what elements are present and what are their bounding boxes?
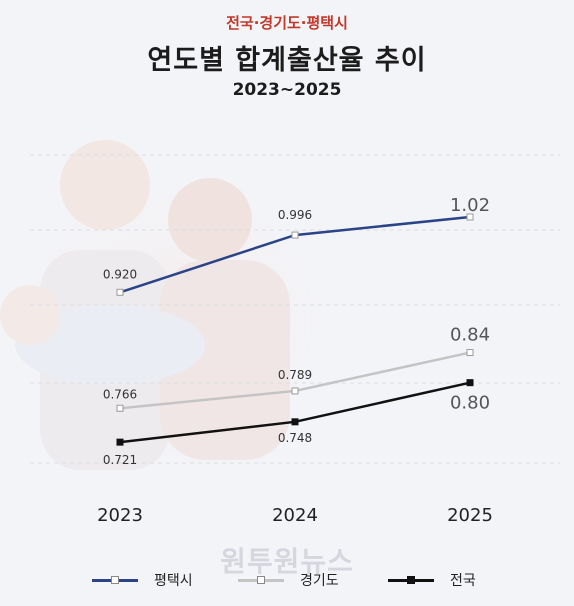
data-point: [116, 288, 124, 296]
data-point: [116, 438, 124, 446]
data-point: [291, 387, 299, 395]
series-gyeonggi: 0.766 0.789 0.84: [103, 325, 490, 412]
data-label: 0.766: [103, 387, 137, 401]
legend-label-national: 전국: [450, 573, 476, 589]
x-tick-label: 2023: [97, 505, 143, 526]
data-label: 0.996: [278, 208, 312, 222]
data-point: [466, 213, 474, 221]
legend-swatch-gyeonggi: [238, 575, 284, 584]
data-point: [466, 379, 474, 387]
data-label: 0.789: [278, 368, 312, 382]
x-tick-label: 2025: [447, 505, 493, 526]
legend-item-gyeonggi: 경기도: [238, 568, 339, 592]
x-tick-label: 2024: [272, 505, 318, 526]
series-pyeongtaek: 0.920 0.996 1.02: [103, 195, 490, 296]
chart-supertitle: 전국·경기도·평택시: [226, 14, 348, 32]
legend-swatch-national: [388, 575, 434, 584]
data-label: 0.80: [450, 393, 490, 414]
data-label: 1.02: [450, 195, 490, 216]
legend-label-pyeongtaek: 평택시: [154, 573, 193, 589]
data-point: [466, 349, 474, 357]
data-point: [116, 404, 124, 412]
legend-swatch-pyeongtaek: [92, 575, 138, 584]
data-label: 0.748: [278, 431, 312, 445]
data-label: 0.920: [103, 267, 137, 281]
series-national: 0.721 0.748 0.80: [103, 379, 490, 467]
watermark: 원투원뉴스: [220, 545, 354, 578]
data-point: [291, 231, 299, 239]
legend-item-national: 전국: [388, 568, 476, 592]
legend-label-gyeonggi: 경기도: [300, 573, 339, 589]
data-label: 0.721: [103, 453, 137, 467]
legend-item-pyeongtaek: 평택시: [92, 568, 193, 592]
chart-title: 연도별 합계출산율 추이: [147, 45, 427, 76]
data-point: [291, 418, 299, 426]
chart-subtitle: 2023~2025: [232, 80, 342, 100]
data-label: 0.84: [450, 325, 490, 346]
